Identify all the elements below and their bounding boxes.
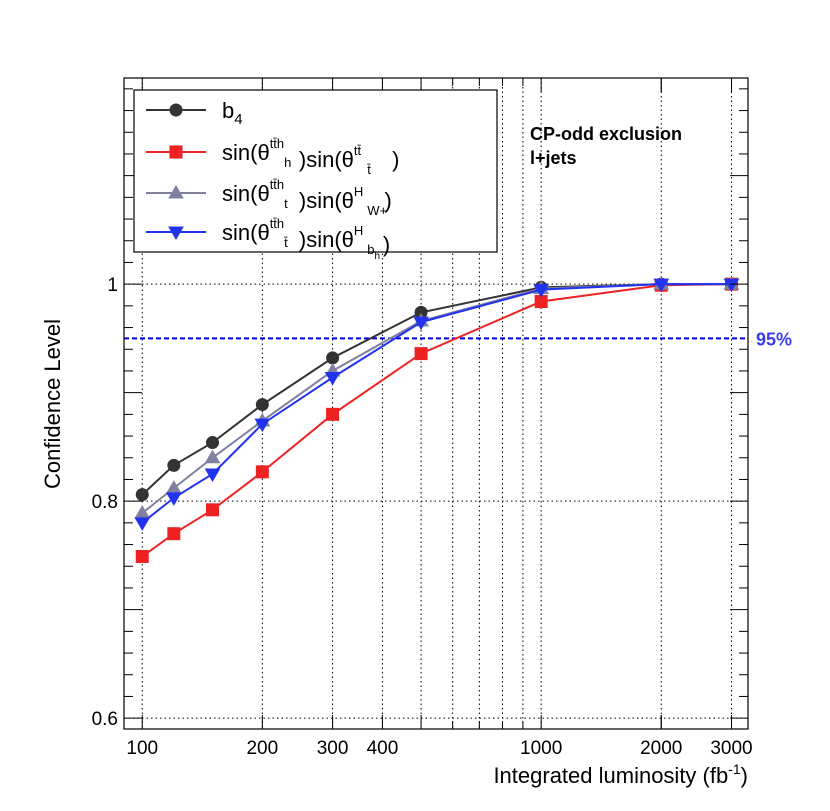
x-tick-label: 1000 — [520, 738, 562, 759]
legend-entry-3: sin(θtt̄ht̄)sin(θHbh) — [146, 216, 390, 262]
plot-frame — [123, 77, 749, 730]
legend-marker — [169, 145, 183, 159]
legend-marker — [169, 103, 183, 117]
legend-label: b4 — [222, 98, 243, 128]
data-point — [205, 436, 219, 450]
legend-label: sin(θtt̄ht̄)sin(θHbh) — [222, 216, 390, 262]
reference-line-label: 95% — [756, 329, 792, 349]
x-axis-label-close: ) — [741, 763, 748, 788]
x-axis-label: Integrated luminosity (fb-1) — [493, 761, 748, 788]
series-line — [141, 283, 732, 496]
data-point — [135, 488, 149, 502]
data-point — [255, 465, 269, 479]
data-point — [134, 505, 151, 519]
data-point — [653, 278, 670, 293]
series-2 — [134, 276, 740, 519]
y-tick-label: 0.6 — [92, 709, 118, 730]
annotation-line-1: CP-odd exclusion — [530, 124, 682, 144]
data-point — [326, 407, 340, 421]
data-point — [414, 347, 428, 361]
legend-entry-1: sin(θtt̄hh)sin(θtt̄t̄) — [146, 136, 399, 177]
series-line — [141, 283, 732, 558]
legend: b4 sin(θtt̄hh)sin(θtt̄t̄)sin(θtt̄ht)sin(θ… — [133, 89, 498, 262]
data-point — [204, 449, 221, 464]
x-tick-label: 400 — [367, 738, 399, 759]
series-1 — [135, 277, 738, 563]
y-tick-label: 0.8 — [92, 492, 118, 513]
series-layer — [134, 276, 740, 563]
data-point — [324, 371, 341, 386]
legend-label: sin(θtt̄hh)sin(θtt̄t̄) — [222, 136, 399, 177]
legend-marker — [168, 226, 184, 240]
data-point — [165, 492, 182, 506]
x-tick-label: 3000 — [710, 738, 752, 759]
data-point — [413, 316, 429, 331]
reference-layer: 95% — [124, 329, 792, 349]
legend-entry-2: sin(θtt̄ht)sin(θHW+) — [146, 177, 392, 218]
series-0 — [135, 277, 738, 502]
data-point — [254, 418, 271, 433]
data-point — [326, 351, 340, 365]
x-tick-label: 100 — [126, 738, 158, 759]
x-tick-label: 200 — [246, 738, 278, 759]
x-axis-label-sup: -1 — [728, 761, 741, 777]
annotation-line-2: l+jets — [530, 148, 577, 168]
x-axis-label-main: Integrated luminosity (fb — [493, 763, 728, 788]
data-point — [167, 458, 181, 472]
data-point — [205, 503, 219, 517]
legend-entry-0: b4 — [146, 98, 243, 128]
data-point — [533, 284, 550, 298]
x-tick-label: 300 — [317, 738, 349, 759]
legend-label: sin(θtt̄ht)sin(θHW+) — [222, 177, 392, 218]
data-point — [255, 398, 269, 412]
series-3 — [134, 278, 740, 531]
data-point — [135, 549, 149, 563]
y-tick-label: 1 — [107, 275, 118, 296]
data-point — [165, 480, 182, 494]
data-point — [134, 517, 151, 531]
data-point — [167, 527, 181, 541]
tick-layer: 100 200 300 400 1000 2000 3000 0.6 0.8 1 — [92, 78, 753, 759]
legend-box — [133, 89, 498, 253]
series-line — [141, 283, 732, 524]
data-point — [204, 468, 221, 483]
data-point — [723, 278, 740, 293]
legend-marker — [168, 185, 184, 199]
y-axis-label: Confidence Level — [40, 319, 65, 489]
x-tick-label: 2000 — [640, 738, 682, 759]
